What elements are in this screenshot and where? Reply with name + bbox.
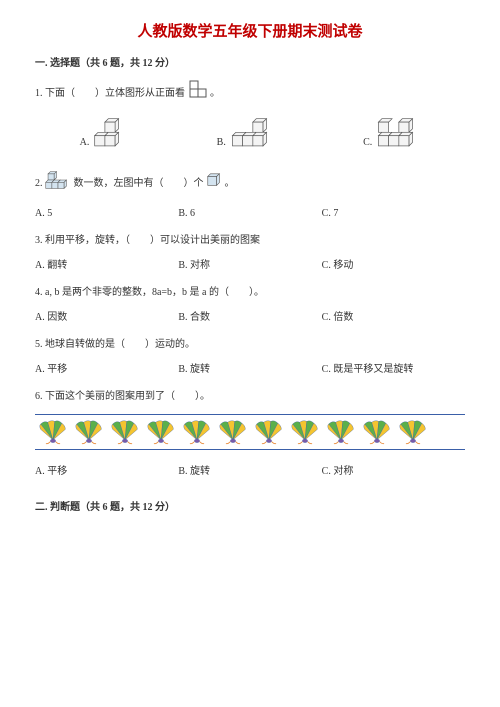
fan-icon — [143, 417, 179, 447]
front-view-icon — [188, 80, 208, 107]
q2-option-a: A. 5 — [35, 206, 178, 222]
fan-icon — [395, 417, 431, 447]
q6-options: A. 平移 B. 旋转 C. 对称 — [35, 464, 465, 480]
q1-option-c: C. — [363, 117, 420, 151]
q2-option-b: B. 6 — [178, 206, 321, 222]
q5-option-c: C. 既是平移又是旋转 — [322, 362, 465, 378]
fan-icon — [215, 417, 251, 447]
option-label: A. — [80, 135, 90, 151]
q2-option-c: C. 7 — [322, 206, 465, 222]
fan-icon — [179, 417, 215, 447]
q3-option-b: B. 对称 — [178, 258, 321, 274]
q6-option-c: C. 对称 — [322, 464, 465, 480]
fan-icon — [107, 417, 143, 447]
cube-fig-c — [376, 117, 420, 151]
q2-text-a: 2. — [35, 178, 43, 189]
section1-header: 一. 选择题（共 6 题，共 12 分） — [35, 56, 465, 72]
option-label: C. — [363, 135, 372, 151]
q1-option-a: A. — [80, 117, 128, 151]
q2-text-b: 数一数，左图中有（ ）个 — [74, 178, 204, 189]
page-title: 人教版数学五年级下册期末测试卷 — [35, 20, 465, 44]
cube-stack-icon — [45, 169, 71, 198]
question-3: 3. 利用平移，旋转，（ ）可以设计出美丽的图案 — [35, 232, 465, 250]
question-1: 1. 下面（ ）立体图形从正面看 。 — [35, 80, 465, 107]
q1-text-a: 1. 下面（ ）立体图形从正面看 — [35, 88, 185, 99]
fan-icon — [359, 417, 395, 447]
fan-icon — [323, 417, 359, 447]
option-label: B. — [217, 135, 226, 151]
q1-text-b: 。 — [210, 88, 220, 99]
fan-icon — [251, 417, 287, 447]
q4-option-c: C. 倍数 — [322, 310, 465, 326]
q4-option-a: A. 因数 — [35, 310, 178, 326]
fan-icon — [71, 417, 107, 447]
q5-options: A. 平移 B. 旋转 C. 既是平移又是旋转 — [35, 362, 465, 378]
question-4: 4. a, b 是两个非零的整数，8a=b，b 是 a 的（ ）。 — [35, 284, 465, 302]
fan-icon — [35, 417, 71, 447]
q4-option-b: B. 合数 — [178, 310, 321, 326]
cube-fig-a — [93, 117, 127, 151]
q2-options: A. 5 B. 6 C. 7 — [35, 206, 465, 222]
q5-option-a: A. 平移 — [35, 362, 178, 378]
question-6: 6. 下面这个美丽的图案用到了（ ）。 — [35, 388, 465, 406]
single-cube-icon — [206, 172, 222, 195]
q3-option-c: C. 移动 — [322, 258, 465, 274]
fan-icon — [287, 417, 323, 447]
q4-options: A. 因数 B. 合数 C. 倍数 — [35, 310, 465, 326]
decorative-pattern — [35, 414, 465, 450]
q1-options: A. B. — [35, 117, 465, 151]
q3-option-a: A. 翻转 — [35, 258, 178, 274]
q3-options: A. 翻转 B. 对称 C. 移动 — [35, 258, 465, 274]
q2-text-c: 。 — [225, 178, 235, 189]
q5-option-b: B. 旋转 — [178, 362, 321, 378]
q1-option-b: B. — [217, 117, 274, 151]
q6-option-b: B. 旋转 — [178, 464, 321, 480]
question-2: 2. 数一数，左图中有（ ）个 — [35, 169, 465, 198]
section2-header: 二. 判断题（共 6 题，共 12 分） — [35, 500, 465, 516]
cube-fig-b — [230, 117, 274, 151]
question-5: 5. 地球自转做的是（ ）运动的。 — [35, 336, 465, 354]
q6-option-a: A. 平移 — [35, 464, 178, 480]
